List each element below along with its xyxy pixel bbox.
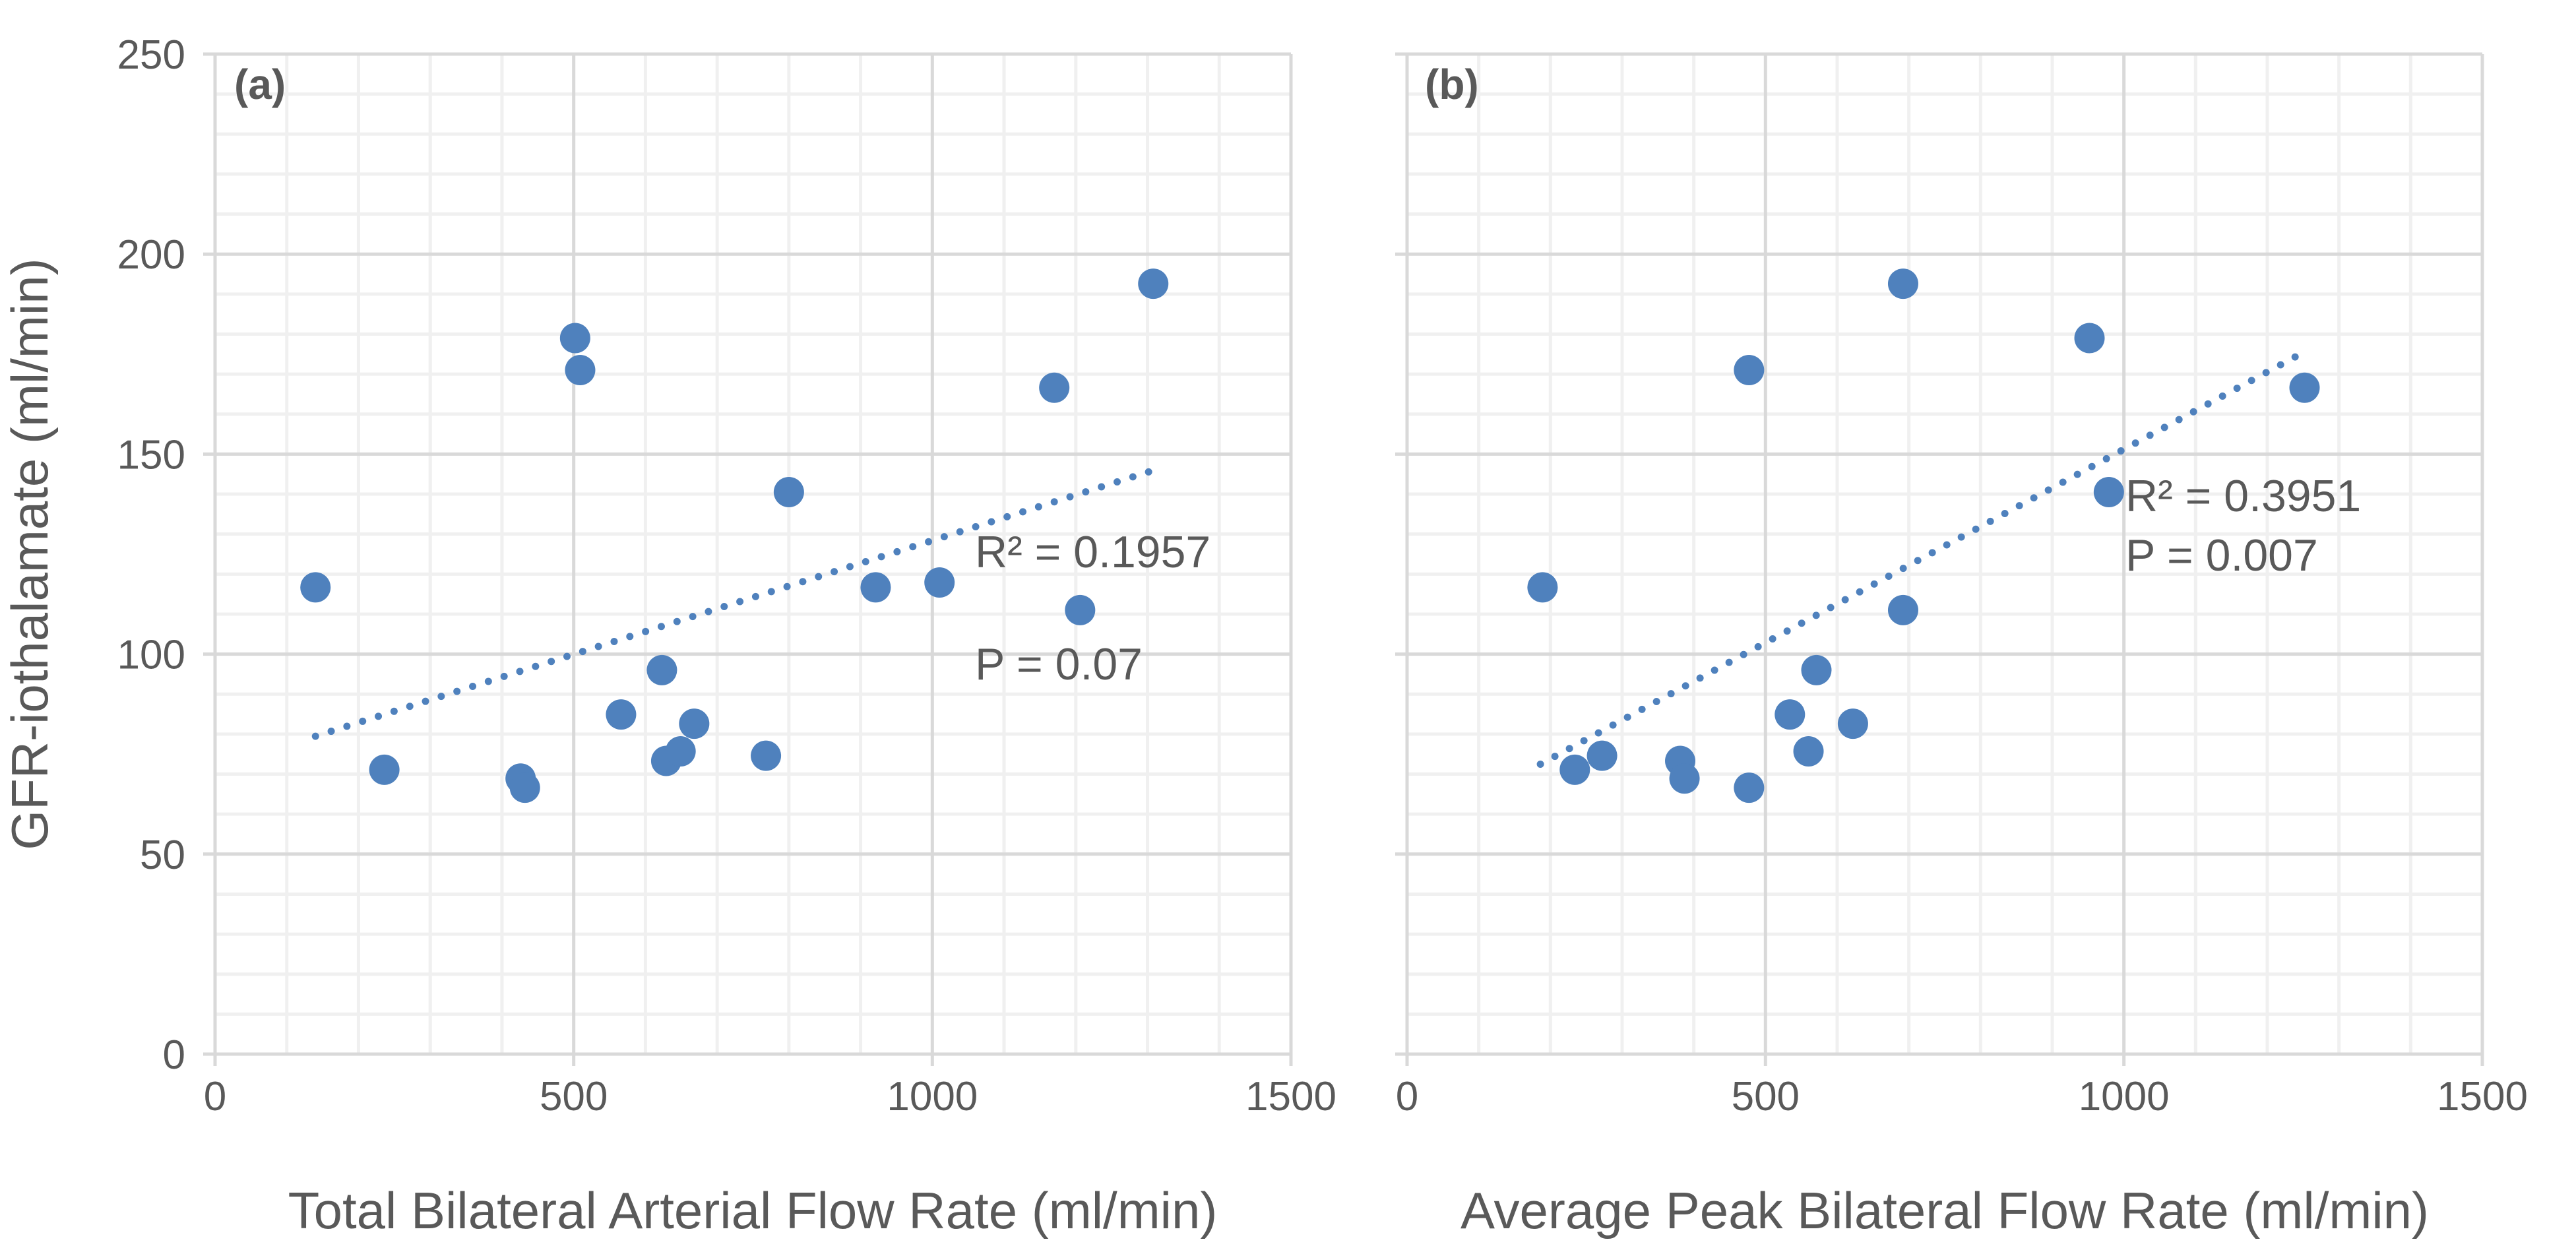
data-point: [1586, 740, 1618, 771]
data-point: [860, 572, 891, 603]
data-point: [369, 754, 400, 785]
annotation-p-a: P = 0.07: [975, 639, 1143, 689]
annotation-r2-b: R² = 0.3951: [2125, 471, 2361, 521]
data-point: [509, 772, 540, 803]
data-point: [1793, 736, 1824, 767]
annotation-r2-a: R² = 0.1957: [975, 527, 1210, 577]
x-axis-title-b: Average Peak Bilateral Flow Rate (ml/min…: [1461, 1181, 2429, 1239]
data-point: [300, 572, 331, 603]
data-point: [773, 477, 804, 508]
panel-a: 0 500 1000 1500 0 50 100 150 200 250: [117, 32, 1336, 1119]
x-tick-label: 500: [1732, 1074, 1800, 1119]
data-point: [1734, 772, 1765, 803]
data-point: [2093, 477, 2124, 508]
data-point: [565, 355, 596, 386]
trendline: [1536, 353, 2299, 768]
y-axis-title: GFR-iothalamate (ml/min): [1, 258, 59, 850]
x-tick-label: 1000: [887, 1074, 978, 1119]
y-tick-label: 0: [163, 1032, 185, 1078]
y-tick-label: 200: [117, 232, 185, 278]
data-point: [606, 699, 637, 730]
x-tick-label: 1500: [2437, 1074, 2528, 1119]
data-point: [924, 567, 955, 598]
data-point: [2074, 323, 2105, 354]
x-tick-label: 1000: [2079, 1074, 2170, 1119]
y-tick-label: 250: [117, 32, 185, 78]
data-point: [1039, 372, 1070, 403]
panel-b: 0 500 1000 1500: [1395, 52, 2528, 1119]
x-tick-label: 1500: [1245, 1074, 1336, 1119]
data-point: [751, 740, 782, 771]
x-tick-label: 0: [204, 1074, 226, 1119]
panel-label-a: (a): [234, 61, 286, 108]
data-point: [1559, 754, 1590, 785]
data-point: [1887, 268, 1918, 299]
x-axis-title-a: Total Bilateral Arterial Flow Rate (ml/m…: [288, 1181, 1218, 1239]
panel-label-b: (b): [1425, 61, 1479, 108]
data-point: [1801, 654, 1832, 685]
trendline: [311, 468, 1153, 740]
data-point: [665, 736, 696, 767]
data-point: [2289, 372, 2320, 403]
x-tick-label: 500: [540, 1074, 608, 1119]
data-point: [1887, 594, 1918, 625]
data-point: [559, 323, 590, 354]
y-tick-label: 50: [140, 832, 185, 878]
data-point: [1138, 268, 1169, 299]
data-point: [1734, 355, 1765, 386]
data-point: [1065, 594, 1096, 625]
data-point: [646, 654, 677, 685]
data-point: [679, 708, 710, 739]
data-point: [1527, 572, 1558, 603]
y-tick-label: 100: [117, 633, 185, 678]
data-point: [1837, 708, 1868, 739]
y-tick-label: 150: [117, 432, 185, 478]
annotation-p-b: P = 0.007: [2125, 530, 2318, 580]
data-point: [1669, 763, 1700, 794]
x-tick-label: 0: [1396, 1074, 1418, 1119]
data-point: [1775, 699, 1806, 730]
